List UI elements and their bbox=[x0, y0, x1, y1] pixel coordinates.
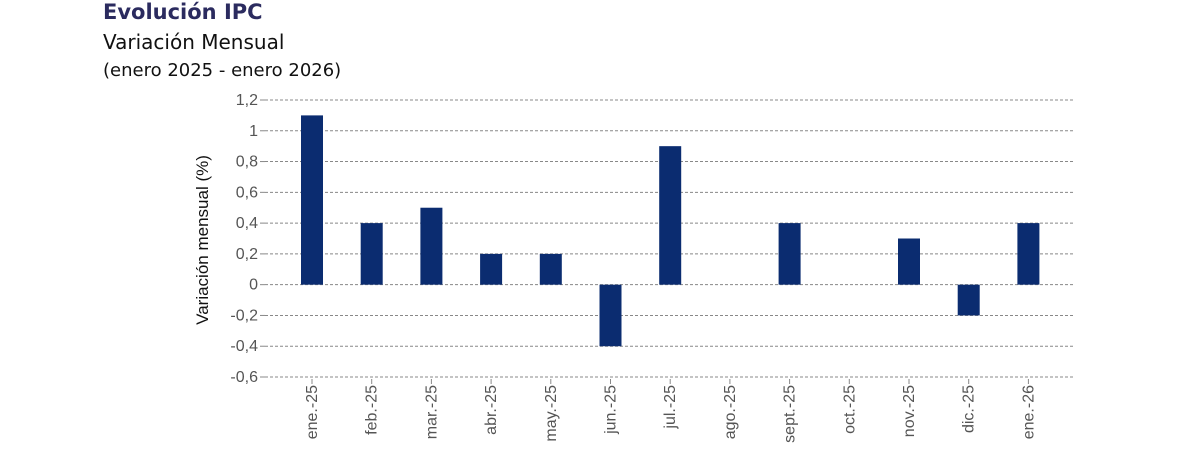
bar-sept.-25 bbox=[778, 223, 801, 285]
x-tick-label: ene.-25 bbox=[304, 385, 321, 439]
bar-may.-25 bbox=[539, 253, 562, 285]
y-axis-title: Variación mensual (%) bbox=[193, 155, 212, 325]
x-tick-label: may.-25 bbox=[543, 385, 560, 442]
bar-feb.-25 bbox=[360, 223, 383, 285]
y-tick-label: 0 bbox=[249, 277, 258, 294]
x-tick-label: mar.-25 bbox=[423, 385, 440, 439]
x-tick-label: ago.-25 bbox=[722, 385, 739, 439]
y-tick-label: 1,2 bbox=[236, 92, 258, 109]
x-tick-label: jul.-25 bbox=[662, 385, 679, 430]
y-tick-label: -0,2 bbox=[230, 307, 258, 324]
x-tick-label: ene.-26 bbox=[1020, 385, 1037, 439]
x-tick-label: jun.-25 bbox=[603, 385, 620, 435]
bar-jul.-25 bbox=[659, 146, 682, 285]
bar-ene.-26 bbox=[1017, 223, 1040, 285]
x-tick-label: nov.-25 bbox=[901, 385, 918, 437]
x-tick-label: feb.-25 bbox=[364, 385, 381, 435]
y-tick-label: 0,6 bbox=[236, 184, 258, 201]
bar-ene.-25 bbox=[301, 115, 323, 285]
chart-subtitle: Variación Mensual bbox=[103, 30, 285, 54]
x-tick-label: oct.-25 bbox=[841, 385, 858, 434]
chart-period: (enero 2025 - enero 2026) bbox=[103, 60, 342, 81]
bar-mar.-25 bbox=[420, 207, 443, 285]
bar-nov.-25 bbox=[898, 238, 920, 285]
y-tick-label: 0,8 bbox=[236, 154, 258, 171]
bar-dic.-25 bbox=[957, 284, 980, 316]
y-tick-label: -0,6 bbox=[230, 369, 258, 386]
y-tick-label: -0,4 bbox=[230, 338, 258, 355]
x-tick-label: dic.-25 bbox=[961, 385, 978, 433]
y-tick-label: 0,2 bbox=[236, 246, 258, 263]
bar-abr.-25 bbox=[480, 253, 503, 285]
bar-jun.-25 bbox=[599, 284, 622, 347]
x-tick-label: abr.-25 bbox=[483, 385, 500, 435]
y-tick-label: 0,4 bbox=[236, 215, 258, 232]
x-tick-label: sept.-25 bbox=[782, 385, 799, 443]
chart-title: Evolución IPC bbox=[103, 0, 263, 24]
y-tick-label: 1 bbox=[249, 123, 258, 140]
